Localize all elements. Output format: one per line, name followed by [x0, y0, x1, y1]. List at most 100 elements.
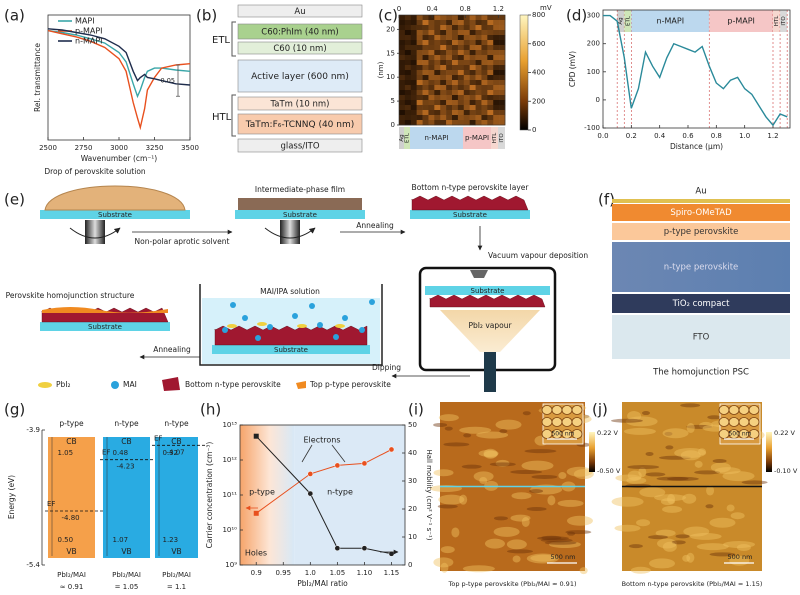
afm-grain	[479, 476, 488, 484]
step-label: Vacuum vapour deposition	[488, 251, 588, 260]
fermi-label: EF	[102, 449, 110, 457]
heatmap-cell	[404, 30, 412, 36]
afm-grain	[537, 536, 570, 541]
afm-grain	[714, 467, 741, 475]
afm-grain	[674, 447, 707, 458]
heatmap-cell	[475, 55, 482, 61]
layer	[237, 138, 363, 153]
heatmap-cell	[410, 25, 417, 31]
heatmap-cell	[446, 30, 453, 36]
data-point	[361, 460, 368, 467]
y-tick-label: 200	[587, 40, 600, 48]
plot-frame	[602, 9, 791, 129]
heatmap-cell	[428, 85, 435, 91]
x-tick-label: 1.2	[493, 5, 504, 13]
heatmap-cell	[452, 120, 459, 126]
heatmap-cell	[410, 110, 417, 116]
afm-grain	[506, 549, 533, 554]
afm-grain	[489, 462, 516, 467]
heatmap-cell	[463, 60, 470, 66]
heatmap-cell	[499, 95, 506, 101]
legend-label: n-MAPI	[75, 37, 103, 46]
inset-grain	[561, 417, 573, 427]
layer	[237, 59, 363, 93]
afm-grain	[495, 459, 510, 467]
afm-grain	[547, 495, 556, 506]
afm-grain	[686, 552, 695, 563]
heatmap-cell	[416, 25, 423, 31]
heatmap-cell	[416, 40, 423, 46]
x-tick-label: 0.4	[654, 132, 666, 140]
heatmap-cell	[463, 25, 470, 31]
heatmap-cell	[481, 25, 488, 31]
annotation-pointer	[301, 444, 313, 463]
heatmap-cell	[481, 70, 488, 76]
heatmap-cell	[469, 100, 476, 106]
legend-label: Bottom n-type perovskite	[185, 380, 281, 389]
layer-label: TiO₂ compact	[672, 299, 731, 309]
legend-icon	[296, 381, 306, 389]
heatmap-cell	[469, 95, 476, 101]
heatmap-cell	[440, 35, 447, 41]
fermi-label: EF	[154, 434, 162, 442]
region-label: Ag	[399, 134, 405, 141]
heatmap-cell	[399, 120, 406, 126]
annotation: Holes	[245, 549, 267, 558]
heatmap-cell	[428, 95, 435, 101]
heatmap-cell	[452, 95, 459, 101]
heatmap-cell	[487, 120, 494, 126]
afm-grain	[710, 462, 731, 473]
heatmap-cell	[481, 15, 488, 21]
y2-axis-label: Hall mobility (cm² V⁻¹ s⁻¹)	[425, 450, 433, 541]
afm-grain	[495, 419, 522, 430]
heatmap-cell	[481, 50, 488, 56]
heatmap-cell	[457, 60, 465, 66]
band-label: VB	[171, 547, 181, 556]
legend-label: p-MAPI	[75, 27, 103, 36]
heatmap-cell	[416, 105, 423, 111]
afm-grain	[689, 532, 722, 540]
afm-grain	[473, 471, 494, 482]
heatmap-cell	[475, 110, 482, 116]
heatmap-cell	[410, 100, 417, 106]
heatmap-cell	[463, 15, 470, 21]
heatmap-cell	[446, 35, 453, 41]
heatmap-cell	[487, 95, 494, 101]
region-band	[624, 10, 632, 32]
heatmap-cell	[499, 65, 506, 71]
band-box	[155, 437, 198, 558]
heatmap-cell	[422, 30, 429, 36]
afm-grain	[627, 411, 642, 422]
heatmap-cell	[452, 85, 459, 91]
colorbar	[589, 432, 595, 472]
heatmap-cell	[434, 70, 441, 76]
legend-label: MAI	[123, 380, 137, 389]
heatmap-cell	[457, 50, 465, 56]
heatmap-cell	[434, 55, 441, 61]
heatmap-cell	[469, 120, 476, 126]
vapour-cone	[440, 310, 540, 352]
layer-label: n-type perovskite	[664, 263, 739, 273]
afm-grain	[662, 541, 677, 552]
substrate-label: Substrate	[88, 323, 122, 331]
y-tick-label: 0	[391, 121, 395, 129]
afm-grain	[682, 493, 697, 504]
substrate-label: Substrate	[453, 211, 487, 219]
heatmap-cell	[475, 120, 482, 126]
layer-label: Au	[294, 7, 305, 17]
inset-grain	[541, 417, 553, 427]
heatmap-cell	[469, 30, 476, 36]
heatmap-cell	[404, 75, 412, 81]
afm-grain	[667, 493, 676, 504]
heatmap-cell	[416, 110, 423, 116]
spin-chuck	[85, 220, 105, 244]
panel-label: (i)	[408, 401, 424, 419]
afm-grain	[611, 496, 644, 507]
heatmap-cell	[440, 110, 447, 116]
x-tick-label: 0.2	[626, 132, 637, 140]
y-axis-label: Carrier concentration (cm⁻³)	[205, 442, 214, 549]
energy-gap-label: 1.23	[163, 536, 179, 544]
region-label: ETL	[625, 15, 631, 26]
data-point	[334, 462, 341, 469]
afm-grain	[666, 476, 699, 481]
